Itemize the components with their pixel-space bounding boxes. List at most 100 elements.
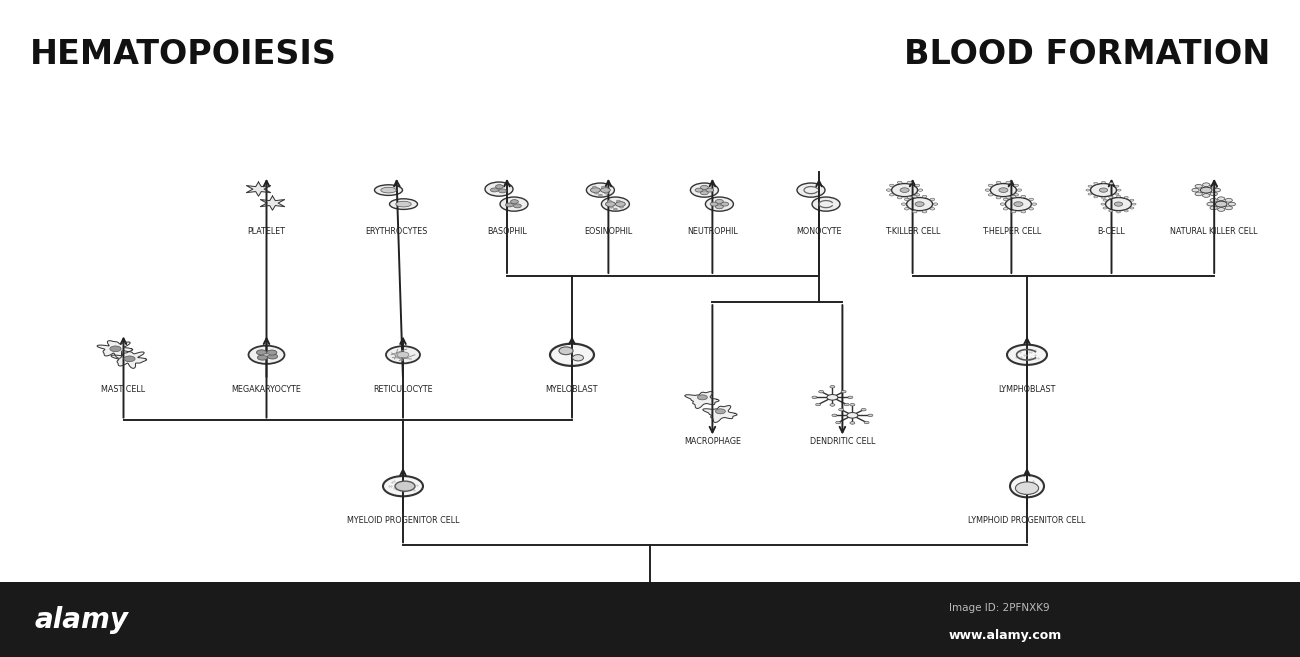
- Polygon shape: [685, 392, 719, 409]
- Ellipse shape: [1028, 208, 1034, 210]
- Ellipse shape: [915, 194, 920, 196]
- Ellipse shape: [628, 593, 672, 616]
- Ellipse shape: [1210, 198, 1217, 202]
- Ellipse shape: [616, 200, 620, 202]
- Ellipse shape: [829, 403, 835, 406]
- Ellipse shape: [841, 390, 846, 393]
- Ellipse shape: [1008, 345, 1046, 365]
- Ellipse shape: [832, 414, 837, 417]
- Ellipse shape: [897, 181, 902, 184]
- Text: ERYTHROCYTES: ERYTHROCYTES: [365, 227, 428, 236]
- Ellipse shape: [607, 200, 611, 202]
- Ellipse shape: [1088, 193, 1092, 195]
- Ellipse shape: [1192, 189, 1199, 192]
- Ellipse shape: [495, 185, 503, 189]
- Ellipse shape: [850, 403, 855, 406]
- Text: MEGAKARYOCYTE: MEGAKARYOCYTE: [231, 385, 302, 394]
- Ellipse shape: [374, 185, 403, 195]
- Ellipse shape: [1014, 184, 1019, 187]
- Ellipse shape: [1228, 202, 1235, 206]
- Ellipse shape: [913, 210, 916, 213]
- Ellipse shape: [1114, 202, 1123, 206]
- Text: LYMPHOBLAST: LYMPHOBLAST: [998, 385, 1056, 394]
- Ellipse shape: [846, 413, 858, 418]
- Ellipse shape: [864, 421, 870, 424]
- Ellipse shape: [506, 203, 514, 207]
- Ellipse shape: [930, 208, 935, 210]
- Ellipse shape: [1020, 210, 1026, 213]
- Ellipse shape: [511, 200, 519, 204]
- Ellipse shape: [1000, 203, 1005, 205]
- Ellipse shape: [906, 198, 932, 211]
- Ellipse shape: [715, 200, 723, 204]
- Text: MYELOBLAST: MYELOBLAST: [546, 385, 598, 394]
- Ellipse shape: [998, 188, 1008, 193]
- Ellipse shape: [892, 183, 918, 196]
- Text: B-CELL: B-CELL: [1097, 227, 1126, 236]
- Polygon shape: [703, 405, 737, 422]
- Ellipse shape: [1006, 181, 1010, 184]
- Ellipse shape: [889, 184, 894, 187]
- Ellipse shape: [1225, 206, 1232, 210]
- Ellipse shape: [485, 182, 514, 196]
- Ellipse shape: [1011, 210, 1015, 213]
- Ellipse shape: [1028, 198, 1034, 200]
- Ellipse shape: [1086, 189, 1089, 191]
- Ellipse shape: [797, 183, 826, 197]
- Ellipse shape: [1105, 198, 1131, 211]
- Ellipse shape: [1213, 189, 1221, 192]
- Ellipse shape: [933, 203, 937, 205]
- Text: alamy: alamy: [35, 606, 129, 633]
- Ellipse shape: [586, 183, 615, 197]
- Ellipse shape: [1005, 198, 1031, 211]
- Ellipse shape: [610, 206, 614, 208]
- Ellipse shape: [1102, 199, 1106, 201]
- Ellipse shape: [1091, 183, 1117, 196]
- Ellipse shape: [1109, 196, 1113, 198]
- Ellipse shape: [905, 208, 909, 210]
- Ellipse shape: [1004, 198, 1008, 200]
- Ellipse shape: [715, 409, 725, 414]
- Ellipse shape: [812, 396, 816, 399]
- Ellipse shape: [601, 188, 610, 193]
- Ellipse shape: [1225, 198, 1232, 202]
- Ellipse shape: [1101, 197, 1105, 199]
- Text: www.alamy.com: www.alamy.com: [949, 629, 1062, 643]
- Ellipse shape: [1032, 203, 1036, 205]
- Ellipse shape: [1210, 192, 1217, 196]
- Ellipse shape: [1124, 210, 1128, 212]
- Ellipse shape: [996, 196, 1001, 199]
- Ellipse shape: [1195, 185, 1202, 188]
- Polygon shape: [247, 182, 270, 196]
- Text: DENDRITIC CELL: DENDRITIC CELL: [810, 438, 875, 446]
- Text: BLOOD FORMATION: BLOOD FORMATION: [903, 38, 1270, 71]
- Ellipse shape: [1206, 202, 1214, 206]
- Text: MAST CELL: MAST CELL: [101, 385, 146, 394]
- Text: RETICULOCYTE: RETICULOCYTE: [373, 385, 433, 394]
- Ellipse shape: [1202, 183, 1210, 187]
- Ellipse shape: [386, 346, 420, 363]
- Ellipse shape: [1115, 185, 1119, 187]
- Ellipse shape: [913, 195, 916, 198]
- Polygon shape: [111, 351, 147, 369]
- Ellipse shape: [1014, 194, 1019, 196]
- Ellipse shape: [1020, 195, 1026, 198]
- Ellipse shape: [1130, 207, 1134, 209]
- Ellipse shape: [268, 354, 277, 359]
- Ellipse shape: [850, 422, 855, 424]
- Ellipse shape: [1109, 196, 1113, 198]
- Ellipse shape: [615, 202, 625, 206]
- Ellipse shape: [701, 185, 708, 189]
- Ellipse shape: [907, 196, 911, 199]
- Polygon shape: [260, 196, 285, 210]
- Text: NEUTROPHIL: NEUTROPHIL: [686, 227, 738, 236]
- Ellipse shape: [836, 421, 841, 424]
- Ellipse shape: [396, 351, 410, 358]
- Ellipse shape: [720, 202, 728, 206]
- Ellipse shape: [606, 202, 615, 206]
- Text: MACROPHAGE: MACROPHAGE: [684, 438, 741, 446]
- Ellipse shape: [264, 353, 269, 356]
- Ellipse shape: [1011, 195, 1015, 198]
- Ellipse shape: [498, 189, 506, 193]
- Polygon shape: [98, 341, 133, 358]
